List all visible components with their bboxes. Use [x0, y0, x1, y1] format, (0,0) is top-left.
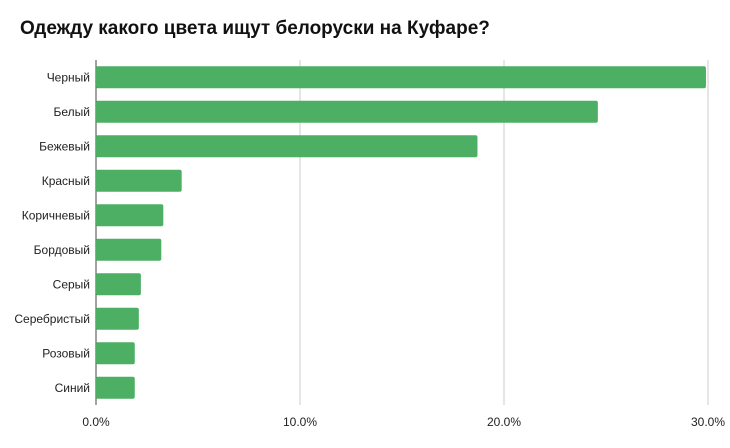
category-label: Серый — [53, 277, 90, 291]
x-tick-label: 0.0% — [82, 415, 110, 429]
category-label: Розовый — [42, 346, 90, 360]
x-tick-label: 10.0% — [283, 415, 317, 429]
x-tick-labels: 0.0% 10.0% 20.0% 30.0% — [82, 415, 725, 429]
x-tick-label: 20.0% — [487, 415, 521, 429]
bar — [96, 135, 478, 158]
bar — [96, 204, 164, 227]
x-tick-label: 30.0% — [691, 415, 725, 429]
category-label: Черный — [47, 70, 90, 84]
bar — [96, 238, 162, 261]
category-label: Синий — [55, 381, 90, 395]
bar — [96, 100, 598, 123]
chart-title: Одежду какого цвета ищут белоруски на Ку… — [20, 18, 490, 39]
bars — [96, 66, 706, 399]
bar — [96, 66, 706, 89]
category-label: Белый — [54, 105, 90, 119]
category-label: Бордовый — [34, 243, 90, 257]
bar — [96, 376, 135, 399]
category-label: Серебристый — [14, 312, 90, 326]
bar — [96, 273, 141, 296]
bar — [96, 342, 135, 365]
category-label: Коричневый — [22, 208, 90, 222]
category-labels: Черный Белый Бежевый Красный Коричневый Бордо… — [14, 70, 90, 395]
category-label: Бежевый — [39, 139, 90, 153]
bar — [96, 307, 139, 330]
bar — [96, 169, 182, 192]
category-label: Красный — [42, 174, 90, 188]
